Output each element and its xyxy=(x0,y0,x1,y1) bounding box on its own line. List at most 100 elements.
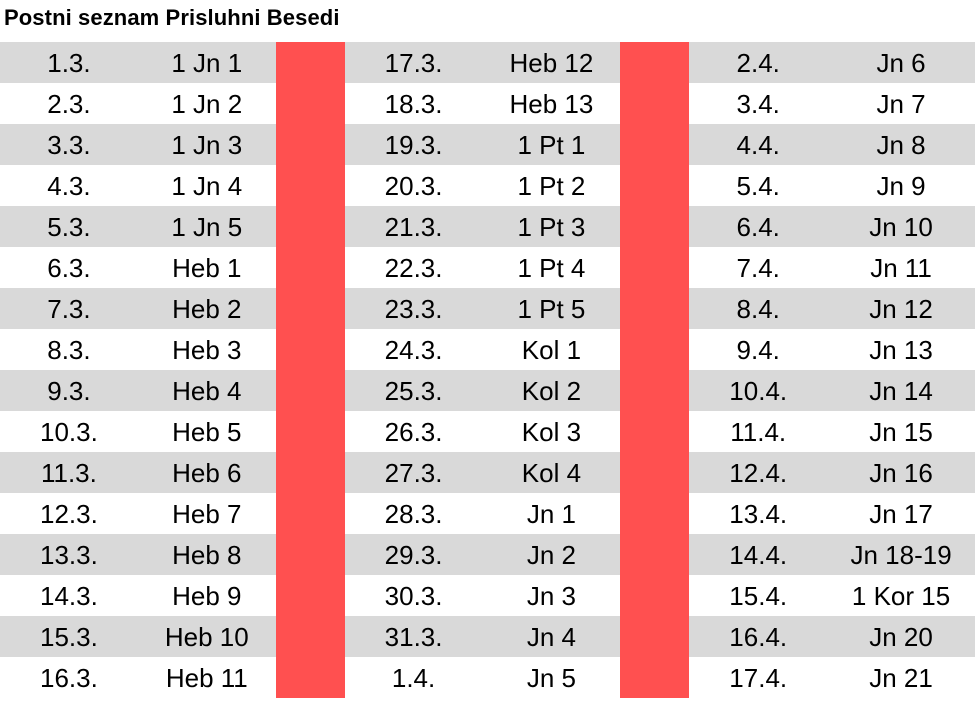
date-cell: 30.3. xyxy=(384,581,443,611)
reading-cell: Heb 12 xyxy=(482,42,621,83)
date-cell: 16.4. xyxy=(689,616,828,657)
column-separator xyxy=(275,288,345,329)
date-cell: 14.3. xyxy=(40,581,98,611)
reading-cell: Jn 13 xyxy=(869,335,933,365)
date-cell: 9.4. xyxy=(736,335,780,365)
reading-cell: Jn 5 xyxy=(526,663,576,693)
date-cell: 25.3. xyxy=(344,370,483,411)
column-separator xyxy=(620,247,690,288)
reading-cell: 1 Jn 2 xyxy=(171,89,243,119)
reading-cell: 1 Kor 15 xyxy=(851,581,951,611)
reading-cell: 1 Pt 4 xyxy=(517,253,586,283)
reading-cell: Heb 9 xyxy=(172,581,242,611)
column-separator xyxy=(275,206,345,247)
reading-cell: 1 Pt 3 xyxy=(482,206,621,247)
table-row: 2.3. 1 Jn 2 18.3. Heb 13 3.4. Jn 7 xyxy=(0,83,975,124)
table-row: 9.3. Heb 4 25.3. Kol 2 10.4. Jn 14 xyxy=(0,370,975,411)
table-row: 15.3. Heb 10 31.3. Jn 4 16.4. Jn 20 xyxy=(0,616,975,657)
reading-cell: 1 Pt 2 xyxy=(517,171,586,201)
reading-cell: Heb 2 xyxy=(137,288,276,329)
reading-cell: Kol 2 xyxy=(482,370,621,411)
column-separator xyxy=(620,83,690,124)
reading-cell: Jn 18-19 xyxy=(827,534,975,575)
date-cell: 20.3. xyxy=(384,171,443,201)
column-separator xyxy=(275,83,345,124)
reading-cell: Heb 7 xyxy=(172,499,242,529)
column-separator xyxy=(275,247,345,288)
column-separator xyxy=(275,616,345,657)
column-separator xyxy=(620,288,690,329)
reading-cell: Jn 17 xyxy=(869,499,933,529)
table-row: 4.3. 1 Jn 4 20.3. 1 Pt 2 5.4. Jn 9 xyxy=(0,165,975,206)
reading-cell: Heb 5 xyxy=(172,417,242,447)
reading-cell: Jn 15 xyxy=(869,417,933,447)
table-row: 10.3. Heb 5 26.3. Kol 3 11.4. Jn 15 xyxy=(0,411,975,452)
reading-cell: Heb 10 xyxy=(137,616,276,657)
date-cell: 10.3. xyxy=(40,417,98,447)
column-separator xyxy=(620,411,690,452)
date-cell: 6.3. xyxy=(47,253,91,283)
date-cell: 5.3. xyxy=(0,206,138,247)
table-row: 12.3. Heb 7 28.3. Jn 1 13.4. Jn 17 xyxy=(0,493,975,534)
reading-cell: Jn 11 xyxy=(870,253,932,283)
date-cell: 14.4. xyxy=(689,534,828,575)
reading-cell: Heb 4 xyxy=(137,370,276,411)
reading-cell: Jn 4 xyxy=(482,616,621,657)
date-cell: 23.3. xyxy=(344,288,483,329)
date-cell: 18.3. xyxy=(384,89,443,119)
table-row: 11.3. Heb 6 27.3. Kol 4 12.4. Jn 16 xyxy=(0,452,975,493)
date-cell: 7.3. xyxy=(0,288,138,329)
date-cell: 26.3. xyxy=(384,417,443,447)
date-cell: 8.4. xyxy=(689,288,828,329)
reading-cell: 1 Pt 1 xyxy=(482,124,621,165)
column-separator xyxy=(620,206,690,247)
reading-cell: 1 Jn 4 xyxy=(171,171,243,201)
date-cell: 12.3. xyxy=(40,499,98,529)
column-separator xyxy=(620,124,690,165)
date-cell: 1.3. xyxy=(0,42,138,83)
table-row: 8.3. Heb 3 24.3. Kol 1 9.4. Jn 13 xyxy=(0,329,975,370)
reading-cell: Heb 11 xyxy=(165,663,248,693)
date-cell: 17.3. xyxy=(344,42,483,83)
column-separator xyxy=(620,616,690,657)
reading-cell: Jn 6 xyxy=(827,42,975,83)
date-cell: 31.3. xyxy=(344,616,483,657)
reading-cell: Jn 3 xyxy=(526,581,576,611)
reading-cell: Jn 12 xyxy=(827,288,975,329)
reading-cell: Kol 3 xyxy=(521,417,582,447)
date-cell: 7.4. xyxy=(736,253,780,283)
reading-cell: Heb 8 xyxy=(137,534,276,575)
date-cell: 24.3. xyxy=(384,335,443,365)
column-separator xyxy=(620,493,690,534)
table-row: 16.3. Heb 11 1.4. Jn 5 17.4. Jn 21 xyxy=(0,657,975,698)
date-cell: 13.3. xyxy=(0,534,138,575)
date-cell: 3.3. xyxy=(0,124,138,165)
date-cell: 15.3. xyxy=(0,616,138,657)
column-separator xyxy=(620,329,690,370)
reading-cell: Jn 16 xyxy=(827,452,975,493)
reading-cell: Jn 20 xyxy=(827,616,975,657)
reading-schedule-table: 1.3. 1 Jn 1 17.3. Heb 12 2.4. Jn 6 2.3. 1 Jn 2 1… xyxy=(0,42,975,698)
reading-cell: Jn 9 xyxy=(876,171,926,201)
reading-cell: Jn 14 xyxy=(827,370,975,411)
column-separator xyxy=(275,124,345,165)
date-cell: 28.3. xyxy=(384,499,443,529)
date-cell: 11.3. xyxy=(0,452,138,493)
column-separator xyxy=(275,165,345,206)
table-row: 14.3. Heb 9 30.3. Jn 3 15.4. 1 Kor 15 xyxy=(0,575,975,616)
column-separator xyxy=(620,165,690,206)
reading-cell: Jn 10 xyxy=(827,206,975,247)
reading-cell: 1 Pt 5 xyxy=(482,288,621,329)
date-cell: 21.3. xyxy=(344,206,483,247)
table-row: 3.3. 1 Jn 3 19.3. 1 Pt 1 4.4. Jn 8 xyxy=(0,124,975,165)
table-row: 6.3. Heb 1 22.3. 1 Pt 4 7.4. Jn 11 xyxy=(0,247,975,288)
date-cell: 3.4. xyxy=(736,89,780,119)
column-separator xyxy=(620,370,690,411)
date-cell: 13.4. xyxy=(729,499,788,529)
date-cell: 22.3. xyxy=(384,253,443,283)
date-cell: 19.3. xyxy=(344,124,483,165)
reading-cell: Heb 3 xyxy=(172,335,242,365)
column-separator xyxy=(620,534,690,575)
column-separator xyxy=(620,42,690,83)
table-row: 7.3. Heb 2 23.3. 1 Pt 5 8.4. Jn 12 xyxy=(0,288,975,329)
